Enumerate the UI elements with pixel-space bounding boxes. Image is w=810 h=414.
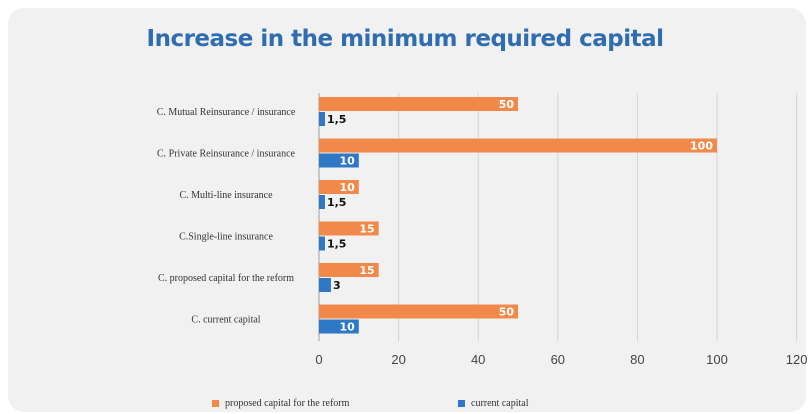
data-label-proposed: 15 [359, 264, 374, 277]
bar-chart: 0 20 40 60 80 100 120 C. Mutual Reinsurance / i… [157, 93, 808, 367]
x-tick-label: 0 [315, 352, 322, 367]
bar-proposed [319, 304, 518, 319]
legend-item-proposed: proposed capital for the reform [212, 398, 349, 409]
category-label: C. proposed capital for the reform [158, 273, 294, 284]
category-label: C. Private Reinsurance / insurance [157, 149, 296, 160]
data-label-current: 10 [339, 321, 355, 334]
bar-current [319, 236, 325, 251]
chart-card [8, 8, 806, 412]
category-label: C. Mutual Reinsurance / insurance [157, 107, 296, 118]
data-label-proposed: 15 [359, 223, 374, 236]
x-tick-label: 120 [786, 352, 808, 367]
bar-proposed [319, 97, 518, 111]
legend-swatch-proposed [212, 400, 219, 407]
bar-current [319, 195, 325, 209]
legend-item-current: current capital [458, 398, 528, 409]
data-label-proposed: 50 [499, 306, 515, 319]
category-label: C. Multi-line insurance [179, 190, 273, 201]
bar-current [319, 112, 325, 126]
data-label-proposed: 100 [690, 140, 713, 153]
data-label-current: 1,5 [327, 196, 347, 209]
legend-label-current: current capital [471, 398, 529, 409]
bar-proposed [319, 263, 379, 277]
legend-label-proposed: proposed capital for the reform [225, 398, 350, 409]
legend: proposed capital for the reform current … [0, 398, 810, 414]
bar-current [319, 153, 359, 168]
x-tick-label: 100 [706, 352, 728, 367]
category-label: C. current capital [191, 315, 260, 326]
chart-title: Increase in the minimum required capital [146, 26, 664, 52]
data-label-current: 10 [339, 155, 355, 168]
x-tick-label: 40 [471, 352, 485, 367]
x-tick-label: 60 [551, 352, 565, 367]
data-label-current: 3 [333, 279, 341, 292]
category-label: C.Single-line insurance [179, 232, 273, 243]
data-label-current: 1,5 [327, 238, 347, 251]
data-label-current: 1,5 [327, 113, 347, 126]
data-label-proposed: 10 [339, 181, 355, 194]
bar-proposed [319, 138, 717, 153]
x-tick-label: 20 [391, 352, 405, 367]
data-label-proposed: 50 [499, 98, 515, 111]
bar-current [319, 278, 331, 292]
legend-swatch-current [458, 400, 465, 407]
bar-current [319, 319, 359, 334]
x-tick-label: 80 [630, 352, 644, 367]
bar-proposed [319, 180, 359, 194]
bar-proposed [319, 221, 379, 236]
